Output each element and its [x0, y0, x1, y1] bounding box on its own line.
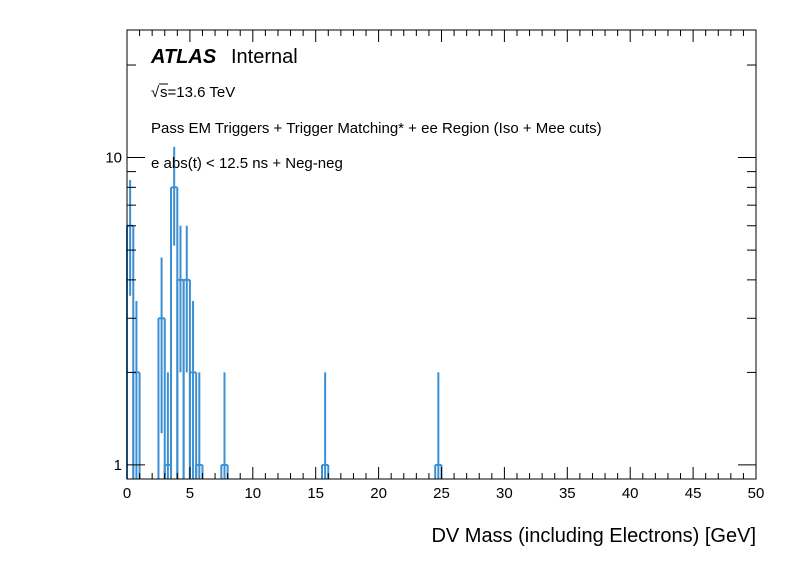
internal-label: Internal: [231, 46, 298, 68]
x-tick-label: 35: [559, 485, 576, 502]
x-tick-label: 45: [685, 485, 702, 502]
x-tick-label: 10: [244, 485, 261, 502]
x-tick-label: 50: [748, 485, 765, 502]
energy-label: s=13.6 TeV: [160, 84, 235, 101]
x-tick-label: 5: [186, 485, 194, 502]
y-tick-label: 1: [114, 457, 122, 474]
selection-line-1: Pass EM Triggers + Trigger Matching* + e…: [151, 120, 602, 137]
histogram-series: [126, 146, 443, 479]
x-axis-title: DV Mass (including Electrons) [GeV]: [431, 525, 756, 547]
y-tick-label: 10: [105, 150, 122, 167]
x-tick-label: 40: [622, 485, 639, 502]
selection-line-2: e abs(t) < 12.5 ns + Neg-neg: [151, 155, 343, 172]
x-tick-label: 25: [433, 485, 450, 502]
x-tick-label: 0: [123, 485, 131, 502]
atlas-label: ATLAS: [150, 46, 217, 68]
axes: 0 5 10 15 20 25 30 35 40 45 50 1 10: [105, 29, 765, 502]
x-tick-label: 15: [307, 485, 324, 502]
sqrt-symbol: √: [151, 84, 160, 101]
x-tick-label: 30: [496, 485, 513, 502]
x-tick-label: 20: [370, 485, 387, 502]
